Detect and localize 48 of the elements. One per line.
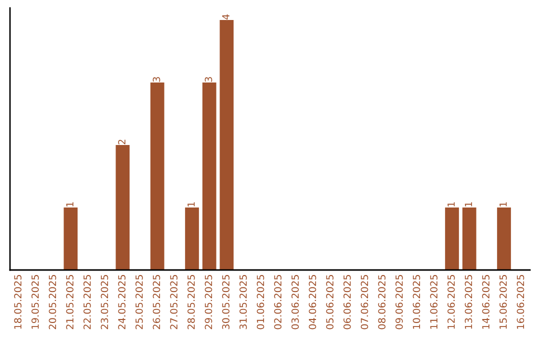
data-label: 1 [464, 202, 472, 206]
x-tick-label: 30.05.2025 [222, 275, 230, 330]
x-tick-label: 10.06.2025 [412, 275, 420, 329]
data-label: 1 [188, 202, 195, 206]
x-tick-label: 26.05.2025 [152, 275, 160, 330]
x-tick-label: 03.06.2025 [291, 275, 299, 330]
data-label: 4 [222, 14, 230, 20]
data-label: 3 [204, 77, 212, 82]
x-tick-label: 14.06.2025 [482, 275, 490, 329]
x-tick-label: 20.05.2025 [48, 275, 56, 330]
x-tick-label: 11.06.2025 [430, 275, 438, 329]
x-tick-label: 28.05.2025 [187, 275, 195, 330]
data-label: 1 [448, 202, 455, 206]
x-tick-label: 23.05.2025 [100, 275, 108, 330]
x-tick-label: 07.06.2025 [360, 275, 368, 330]
x-tick-label: 19.05.2025 [31, 275, 39, 329]
data-label: 2 [118, 140, 126, 144]
bar [497, 208, 511, 270]
x-tick-label: 08.06.2025 [378, 275, 386, 330]
x-tick-label: 13.06.2025 [464, 275, 472, 329]
x-tick-label: 06.06.2025 [343, 275, 351, 330]
x-tick-label: 24.05.2025 [118, 275, 126, 330]
bar [202, 82, 216, 270]
x-tick-label: 29.05.2025 [204, 275, 212, 330]
x-tick-label: 31.05.2025 [239, 275, 247, 330]
bar [64, 208, 78, 270]
data-label: 1 [500, 202, 507, 206]
x-tick-label: 12.06.2025 [447, 275, 455, 329]
x-tick-label: 25.05.2025 [135, 275, 143, 330]
x-tick-label: 21.05.2025 [66, 275, 74, 330]
data-label: 3 [152, 77, 160, 82]
bar [462, 208, 476, 270]
bar [150, 82, 164, 270]
x-tick-label: 02.06.2025 [274, 275, 282, 330]
x-tick-label: 05.06.2025 [326, 275, 334, 330]
x-tick-label: 04.06.2025 [308, 275, 316, 330]
x-tick-label: 09.06.2025 [395, 275, 403, 330]
x-tick-label: 27.05.2025 [170, 275, 178, 330]
data-label: 1 [66, 202, 74, 206]
x-tick-label: 01.06.2025 [256, 275, 264, 330]
x-tick-label: 18.05.2025 [14, 275, 22, 329]
bar [220, 20, 234, 270]
x-tick-label: 16.06.2025 [516, 275, 524, 329]
bar [445, 208, 459, 270]
bar [185, 208, 199, 270]
x-tick-label: 22.05.2025 [83, 275, 91, 330]
x-tick-label: 15.06.2025 [499, 275, 507, 329]
bar [116, 145, 130, 270]
